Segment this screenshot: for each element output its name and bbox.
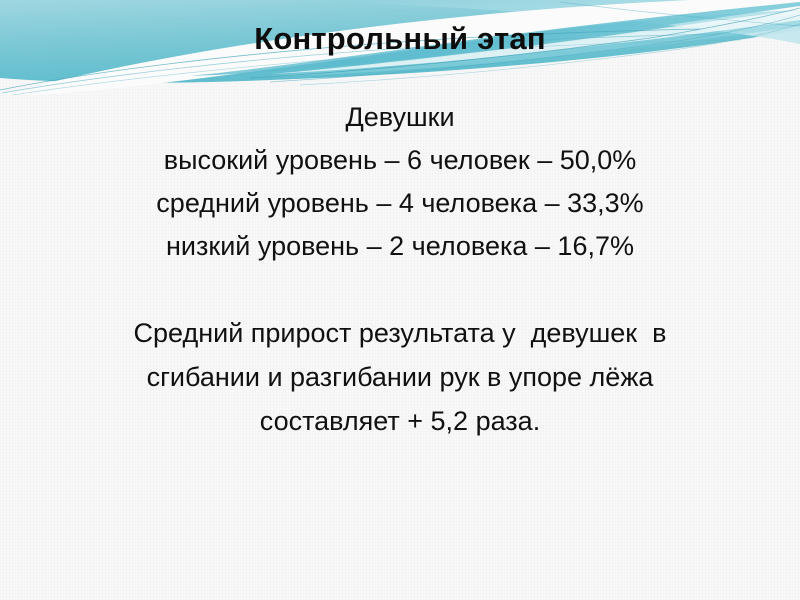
wave-hairline-1 [0,28,701,91]
paragraph-spacer [0,268,800,311]
wave-hairline-2 [1,33,721,94]
wave-hairline-5 [269,14,800,83]
wave-hairline-6 [299,23,800,86]
stats-heading: Девушки [345,102,455,132]
header-wave-decoration [0,0,800,95]
wave-hairline-4 [249,7,800,79]
wave-hairline-3 [10,39,741,95]
summary-paragraph: Средний прирост результата у девушек в с… [133,318,674,436]
stats-line-high: высокий уровень – 6 человек – 50,0% [163,145,637,175]
stats-block: Девушки высокий уровень – 6 человек – 50… [0,96,800,268]
wave-dark-band [190,2,800,76]
wave-hairline-7 [559,1,800,27]
stats-line-low: низкий уровень – 2 человека – 16,7% [166,231,634,261]
page-title: Контрольный этап [254,21,546,56]
wave-graphic [0,0,800,95]
stats-line-medium: средний уровень – 4 человека – 33,3% [156,188,644,218]
slide-body: Девушки высокий уровень – 6 человек – 50… [0,96,800,443]
